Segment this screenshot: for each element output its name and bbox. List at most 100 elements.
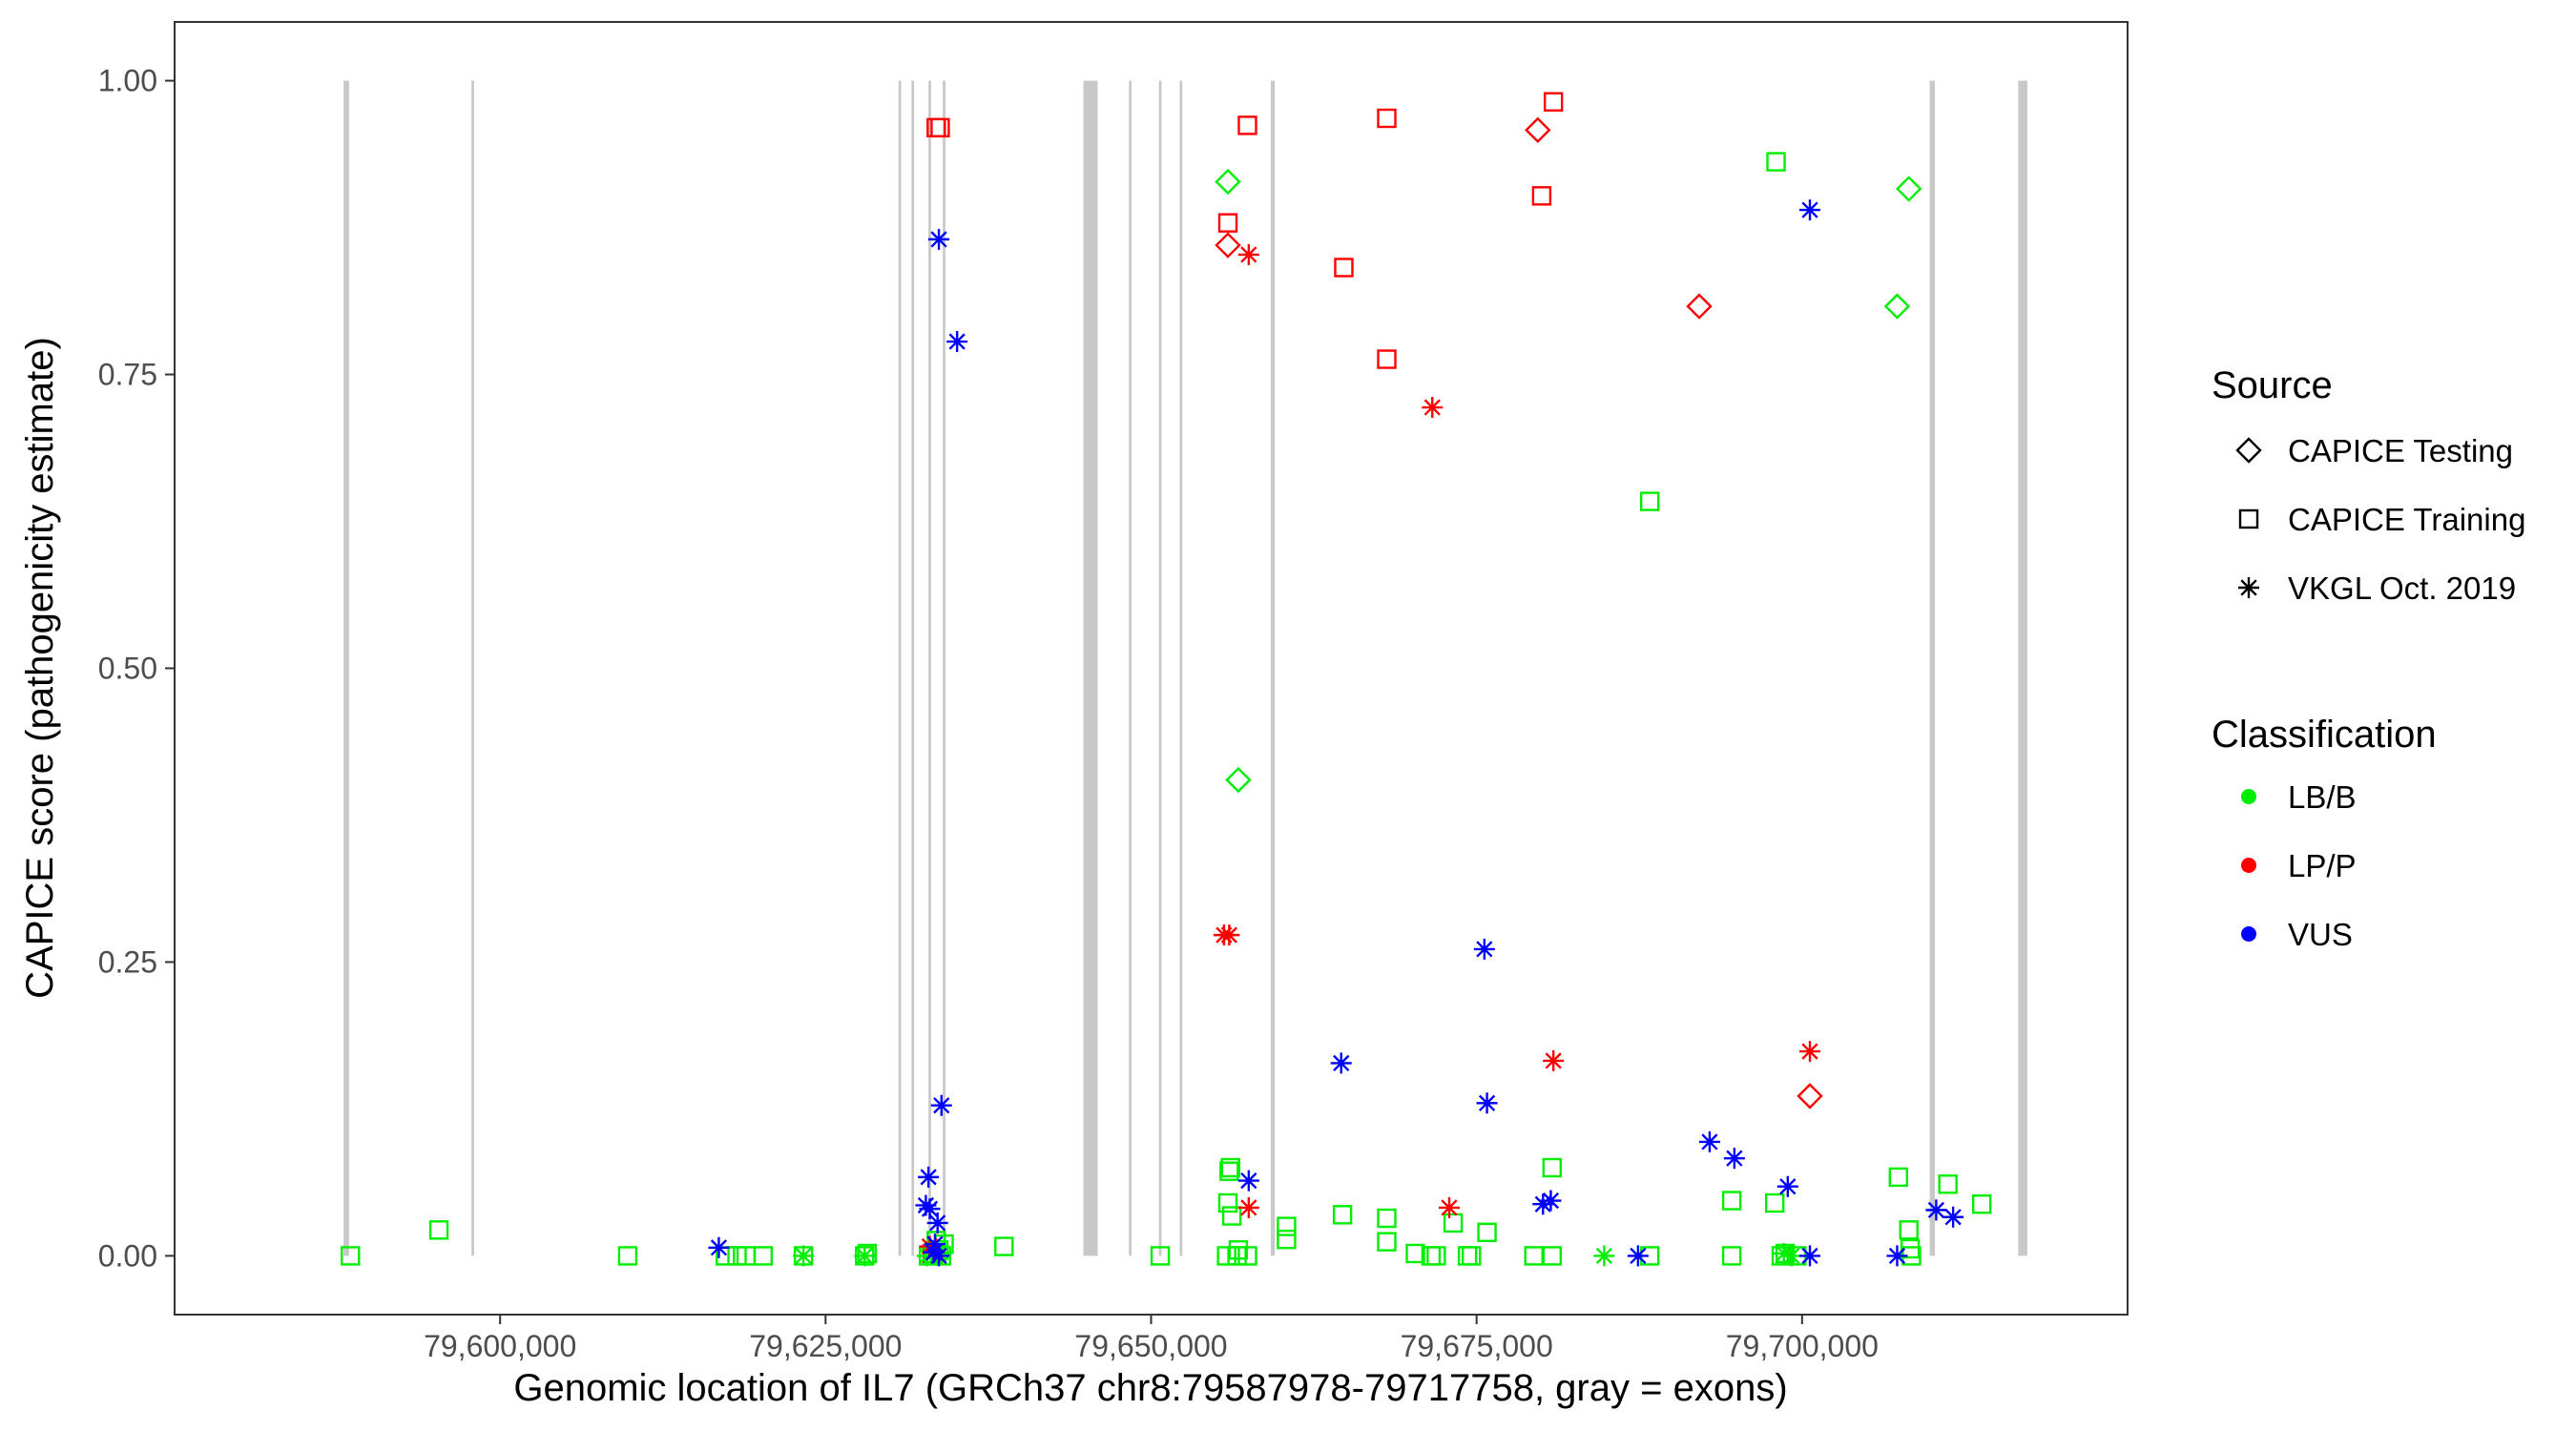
exon-band: [1158, 80, 1162, 1256]
exon-bands: [343, 80, 2027, 1256]
exon-band: [1083, 80, 1098, 1256]
y-axis: 0.00 0.25 0.50 0.75 1.00: [98, 64, 175, 1273]
data-point: [428, 1220, 449, 1240]
data-point: [1525, 116, 1551, 144]
data-point: [1377, 349, 1397, 369]
data-point: [1686, 293, 1713, 320]
data-point: [1593, 1245, 1615, 1267]
data-point: [1220, 1157, 1240, 1178]
data-point: [1721, 1191, 1742, 1211]
data-point: [1900, 1238, 1921, 1259]
data-point: [923, 1241, 945, 1263]
y-tick-label: 0.25: [98, 944, 157, 979]
exon-band: [1271, 80, 1276, 1256]
data-point: [1799, 199, 1821, 221]
data-point: [924, 1234, 945, 1255]
data-point: [857, 1243, 878, 1264]
data-point: [1888, 1167, 1909, 1188]
data-point: [1377, 1208, 1397, 1229]
data-point: [1334, 258, 1354, 278]
data-point: [1216, 1246, 1236, 1266]
legend-source-title: Source: [2212, 364, 2333, 406]
x-tick-label: 79,625,000: [749, 1329, 902, 1363]
legend-classification-label: VUS: [2288, 917, 2353, 952]
data-point: [930, 117, 950, 138]
legend-source-key: [2238, 577, 2259, 598]
data-point: [1422, 397, 1444, 419]
data-point: [1225, 766, 1252, 794]
data-point: [1639, 491, 1660, 511]
data-point: [1942, 1206, 1964, 1228]
exon-band: [343, 80, 349, 1256]
legend-source-entries: CAPICE Testing CAPICE Training VKGL Oct. 2…: [2235, 433, 2525, 606]
legend-classification-label: LP/P: [2288, 848, 2357, 883]
data-point: [854, 1245, 876, 1267]
data-point: [1377, 1232, 1397, 1252]
data-point: [1896, 176, 1922, 202]
data-point: [1457, 1246, 1478, 1266]
data-point: [1721, 1246, 1742, 1266]
data-point: [1332, 1205, 1353, 1225]
legend-classification-entries: LB/B LP/P VUS: [2241, 779, 2357, 952]
data-point: [919, 1198, 941, 1220]
data-point: [1217, 213, 1238, 233]
exon-band: [928, 80, 931, 1256]
y-tick-label: 0.75: [98, 358, 157, 392]
data-point: [1698, 1130, 1720, 1152]
data-point: [916, 1245, 938, 1267]
data-point: [1543, 1049, 1565, 1071]
data-point: [1227, 1246, 1247, 1266]
data-point: [1797, 1083, 1823, 1110]
plot-panel-border: [174, 21, 2129, 1316]
data-point: [1773, 1242, 1795, 1264]
data-point: [1476, 1092, 1498, 1114]
data-point: [1886, 1245, 1908, 1267]
legend-source-label: CAPICE Testing: [2288, 433, 2513, 468]
legend-source-key: [2235, 437, 2262, 464]
data-point: [1799, 1041, 1821, 1063]
legend-source-key: [2238, 508, 2259, 529]
data-point: [1277, 1229, 1297, 1250]
data-point: [1330, 1052, 1352, 1074]
legend-classification-title: Classification: [2212, 714, 2437, 756]
data-point: [1925, 1199, 1947, 1221]
data-point: [1764, 1192, 1785, 1213]
data-point: [1215, 168, 1241, 196]
exon-band: [911, 80, 915, 1256]
x-tick-label: 79,700,000: [1726, 1329, 1879, 1363]
data-point: [1377, 108, 1397, 129]
data-point: [1899, 1220, 1919, 1240]
data-point: [753, 1246, 774, 1266]
exon-band: [1129, 80, 1132, 1256]
x-tick-label: 79,650,000: [1074, 1329, 1227, 1363]
exon-band: [898, 80, 902, 1256]
data-point: [1237, 1170, 1259, 1192]
data-point: [1477, 1222, 1497, 1242]
data-point: [1237, 115, 1257, 135]
data-point: [1532, 1193, 1554, 1215]
data-point: [1799, 1245, 1821, 1267]
data-point: [930, 1094, 952, 1116]
data-point: [1405, 1243, 1425, 1264]
data-point: [1542, 1157, 1563, 1178]
data-points: [341, 92, 1992, 1267]
data-point: [1971, 1194, 1992, 1214]
data-point: [1780, 1245, 1802, 1267]
y-tick-label: 1.00: [98, 64, 157, 98]
legend-classification-key: [2241, 858, 2256, 873]
legend-classification-key: [2241, 926, 2256, 942]
y-axis-title: CAPICE score (pathogenicity estimate): [19, 337, 61, 999]
data-point: [1462, 1246, 1482, 1266]
data-point: [1627, 1245, 1649, 1267]
data-point: [1766, 152, 1786, 172]
data-point: [1776, 1175, 1798, 1197]
exon-band: [943, 80, 945, 1256]
data-point: [1938, 1174, 1958, 1194]
data-point: [708, 1236, 730, 1258]
data-point: [1237, 1196, 1259, 1218]
legend-source-label: CAPICE Training: [2288, 502, 2525, 537]
y-tick-label: 0.50: [98, 652, 157, 686]
data-point: [1150, 1246, 1171, 1266]
x-axis: 79,600,000 79,625,000 79,650,000 79,675,000…: [424, 1315, 1879, 1363]
data-point: [1723, 1148, 1745, 1170]
